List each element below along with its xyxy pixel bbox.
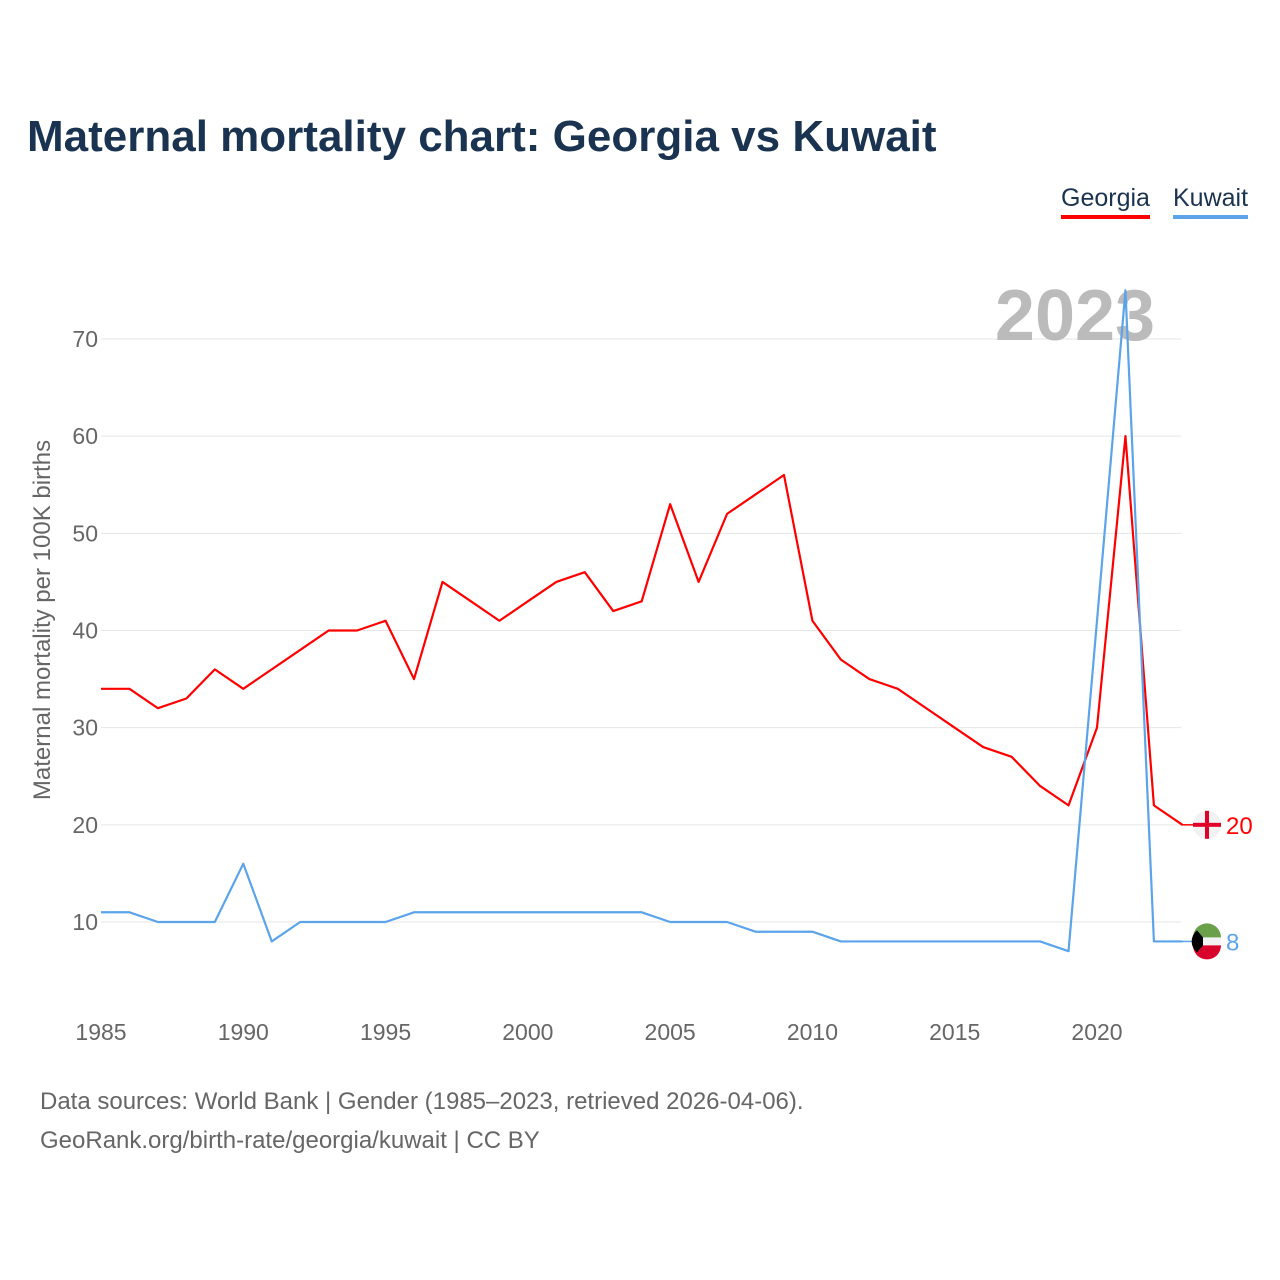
- y-tick-label: 50: [72, 520, 98, 546]
- x-tick-label: 2010: [787, 1019, 838, 1045]
- legend-georgia[interactable]: Georgia: [1061, 184, 1150, 219]
- series-line-georgia: [101, 435, 1183, 826]
- x-tick-label: 1995: [360, 1019, 411, 1045]
- y-axis-label: Maternal mortality per 100K births: [29, 440, 56, 800]
- year-watermark: 2023: [995, 276, 1155, 356]
- y-tick-label: 20: [72, 812, 98, 838]
- x-tick-label: 2015: [929, 1019, 980, 1045]
- x-tick-label: 1990: [218, 1019, 269, 1045]
- footer-link[interactable]: GeoRank.org/birth-rate/georgia/kuwait | …: [40, 1127, 540, 1154]
- x-tick-label: 1985: [75, 1019, 126, 1045]
- x-tick-label: 2005: [645, 1019, 696, 1045]
- chart-title: Maternal mortality chart: Georgia vs Kuw…: [27, 112, 937, 161]
- y-tick-label: 60: [72, 423, 98, 449]
- georgia-flag-icon: [1205, 810, 1209, 839]
- end-value-label-kuwait: 8: [1226, 929, 1239, 956]
- series-line-kuwait: [101, 289, 1183, 953]
- y-tick-label: 30: [72, 715, 98, 741]
- end-value-label-georgia: 20: [1226, 813, 1253, 840]
- x-tick-label: 2000: [502, 1019, 553, 1045]
- y-tick-label: 10: [72, 909, 98, 935]
- y-tick-label: 40: [72, 617, 98, 643]
- kuwait-flag-icon: [1191, 930, 1203, 953]
- legend-kuwait[interactable]: Kuwait: [1173, 184, 1249, 219]
- footer-source: Data sources: World Bank | Gender (1985–…: [40, 1088, 804, 1115]
- y-tick-label: 70: [72, 326, 98, 352]
- x-tick-label: 2020: [1071, 1019, 1122, 1045]
